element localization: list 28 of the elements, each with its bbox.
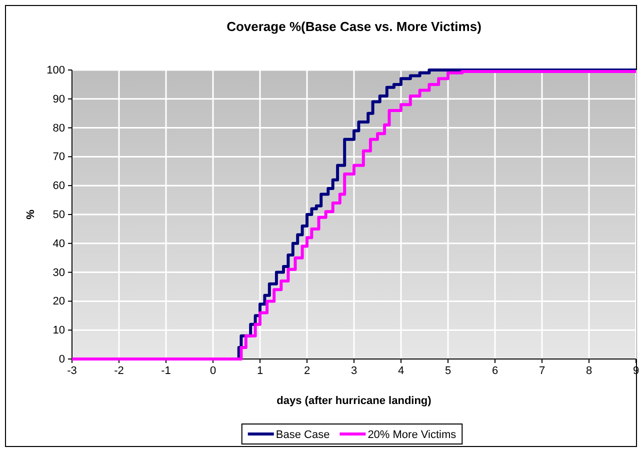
x-tick-label: 3 [350,364,358,377]
y-tick-label: 0 [58,354,65,366]
y-tick-label: 50 [52,209,65,222]
x-tick-label: 5 [444,364,452,377]
x-tick-label: -1 [161,364,171,377]
y-tick-label: 70 [52,151,65,164]
x-axis-title: days (after hurricane landing) [276,395,432,407]
x-tick-label: 6 [492,364,498,377]
y-tick-label: 40 [52,238,65,250]
y-tick-label: 30 [52,266,65,279]
legend-label: 20% More Victims [368,429,457,441]
chart-title: Coverage %(Base Case vs. More Victims) [226,19,482,34]
x-tick-label: -3 [67,364,77,377]
y-tick-label: 60 [52,180,65,192]
y-tick-label: 90 [52,93,65,106]
x-tick-label: 7 [538,364,546,377]
y-tick-label: 80 [52,122,65,134]
y-tick-label: 10 [52,324,65,337]
x-tick-label: 0 [210,364,216,377]
x-tick-label: -2 [114,364,124,377]
x-tick-label: 8 [586,364,592,377]
legend-label: Base Case [276,429,330,441]
x-tick-label: 4 [398,364,404,377]
x-tick-label: 1 [256,364,264,377]
y-tick-label: 100 [46,64,65,77]
y-axis-title: % [25,209,37,220]
x-tick-label: 2 [304,364,310,377]
y-tick-label: 20 [52,296,65,308]
